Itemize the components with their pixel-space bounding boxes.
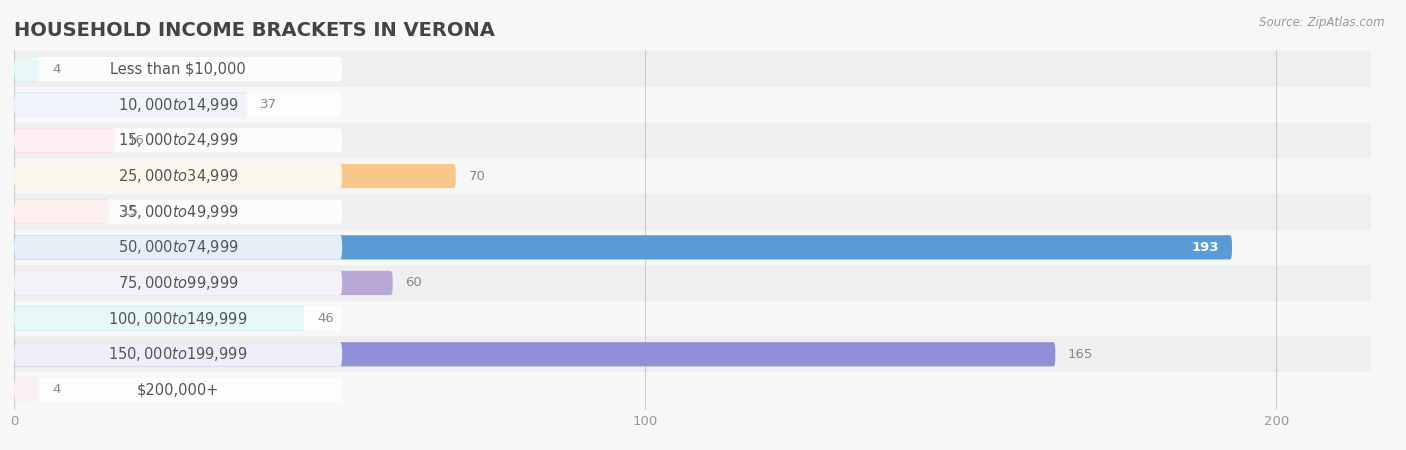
FancyBboxPatch shape bbox=[14, 337, 1371, 372]
Text: Less than $10,000: Less than $10,000 bbox=[110, 62, 246, 76]
Text: 70: 70 bbox=[468, 170, 485, 183]
Text: $50,000 to $74,999: $50,000 to $74,999 bbox=[118, 238, 239, 256]
Text: 193: 193 bbox=[1192, 241, 1219, 254]
FancyBboxPatch shape bbox=[14, 87, 1371, 122]
Text: $25,000 to $34,999: $25,000 to $34,999 bbox=[118, 167, 239, 185]
FancyBboxPatch shape bbox=[14, 306, 342, 331]
Text: 37: 37 bbox=[260, 98, 277, 111]
FancyBboxPatch shape bbox=[14, 199, 108, 224]
Text: Source: ZipAtlas.com: Source: ZipAtlas.com bbox=[1260, 16, 1385, 29]
Text: $35,000 to $49,999: $35,000 to $49,999 bbox=[118, 202, 239, 220]
FancyBboxPatch shape bbox=[14, 271, 392, 295]
Text: $10,000 to $14,999: $10,000 to $14,999 bbox=[118, 96, 239, 114]
FancyBboxPatch shape bbox=[14, 128, 342, 153]
FancyBboxPatch shape bbox=[14, 306, 304, 331]
Text: 15: 15 bbox=[121, 205, 138, 218]
FancyBboxPatch shape bbox=[14, 164, 342, 188]
Text: $15,000 to $24,999: $15,000 to $24,999 bbox=[118, 131, 239, 149]
FancyBboxPatch shape bbox=[14, 194, 1371, 230]
FancyBboxPatch shape bbox=[14, 342, 1056, 366]
FancyBboxPatch shape bbox=[14, 199, 342, 224]
FancyBboxPatch shape bbox=[14, 265, 1371, 301]
Text: $150,000 to $199,999: $150,000 to $199,999 bbox=[108, 345, 247, 363]
Text: 60: 60 bbox=[405, 276, 422, 289]
FancyBboxPatch shape bbox=[14, 378, 39, 402]
Text: HOUSEHOLD INCOME BRACKETS IN VERONA: HOUSEHOLD INCOME BRACKETS IN VERONA bbox=[14, 21, 495, 40]
FancyBboxPatch shape bbox=[14, 158, 1371, 194]
FancyBboxPatch shape bbox=[14, 235, 1232, 260]
FancyBboxPatch shape bbox=[14, 93, 342, 117]
Text: 4: 4 bbox=[52, 383, 60, 396]
FancyBboxPatch shape bbox=[14, 378, 342, 402]
Text: $100,000 to $149,999: $100,000 to $149,999 bbox=[108, 310, 247, 328]
FancyBboxPatch shape bbox=[14, 122, 1371, 158]
FancyBboxPatch shape bbox=[14, 128, 115, 153]
FancyBboxPatch shape bbox=[14, 51, 1371, 87]
FancyBboxPatch shape bbox=[14, 57, 39, 81]
Text: $200,000+: $200,000+ bbox=[136, 382, 219, 397]
Text: $75,000 to $99,999: $75,000 to $99,999 bbox=[118, 274, 239, 292]
FancyBboxPatch shape bbox=[14, 93, 247, 117]
FancyBboxPatch shape bbox=[14, 235, 342, 260]
Text: 4: 4 bbox=[52, 63, 60, 76]
FancyBboxPatch shape bbox=[14, 57, 342, 81]
FancyBboxPatch shape bbox=[14, 271, 342, 295]
FancyBboxPatch shape bbox=[14, 230, 1371, 265]
FancyBboxPatch shape bbox=[14, 301, 1371, 337]
FancyBboxPatch shape bbox=[14, 164, 456, 188]
FancyBboxPatch shape bbox=[14, 372, 1371, 408]
Text: 46: 46 bbox=[316, 312, 333, 325]
Text: 165: 165 bbox=[1069, 348, 1094, 361]
FancyBboxPatch shape bbox=[14, 342, 342, 366]
Text: 16: 16 bbox=[128, 134, 145, 147]
